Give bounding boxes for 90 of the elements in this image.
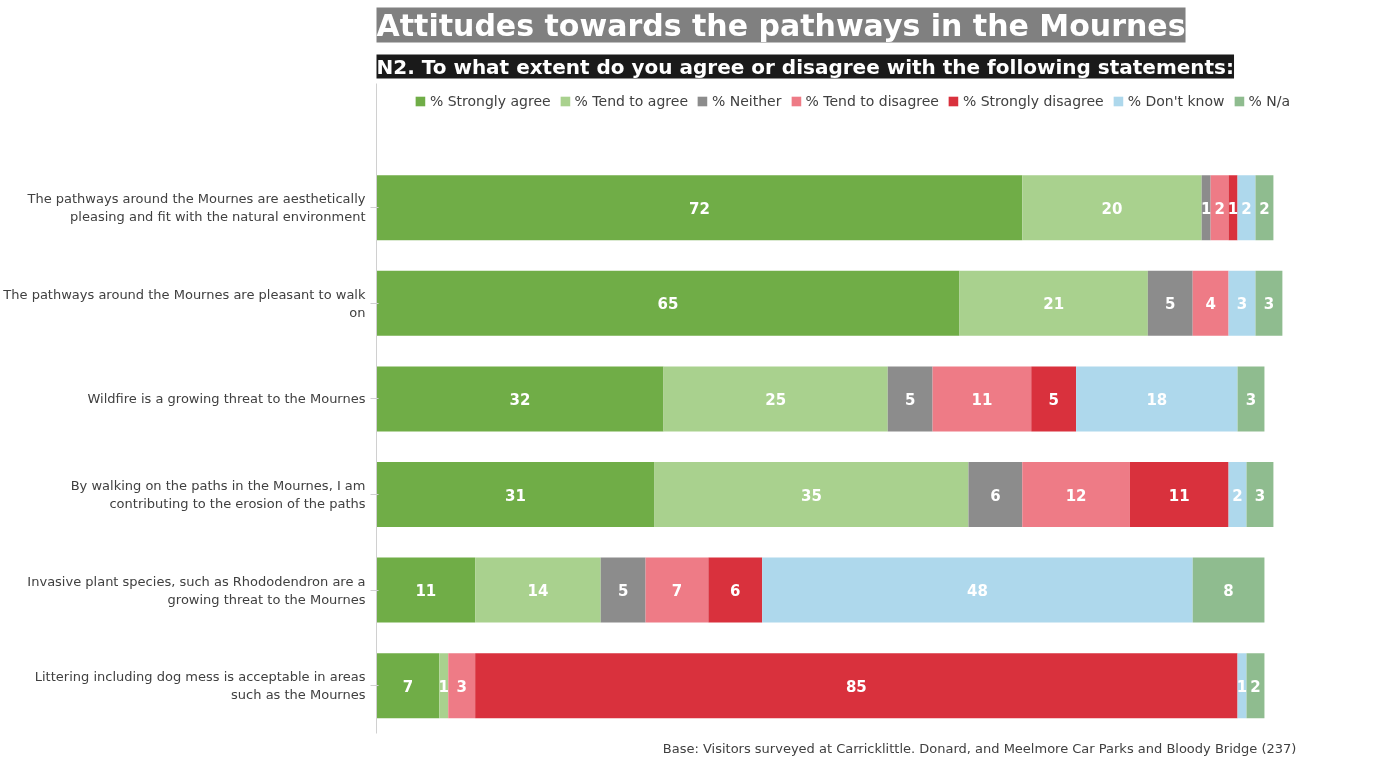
data-label: 7: [402, 677, 414, 696]
bar: [959, 270, 1148, 336]
bar: [376, 175, 1023, 241]
data-label: 72: [688, 199, 710, 218]
bar: [1022, 175, 1202, 241]
bar: [654, 462, 969, 528]
bar: [1255, 175, 1274, 241]
legend-label: % Strongly disagree: [962, 93, 1104, 109]
data-label: 35: [801, 486, 822, 505]
data-label: 3: [1245, 390, 1257, 409]
data-label: 2: [1241, 199, 1252, 218]
bar: [1210, 175, 1229, 241]
y-tick-label: By walking on the paths in the Mournes, I am contributing to the erosion of the paths: [70, 478, 366, 512]
data-label: 2: [1232, 486, 1243, 505]
bar: [439, 653, 449, 719]
bar: [887, 366, 933, 432]
bar: [600, 557, 646, 623]
bar: [1022, 462, 1130, 528]
bar: [1237, 366, 1265, 432]
data-label: 11: [1168, 486, 1190, 505]
data-label: 18: [1146, 390, 1168, 409]
y-tick-label: Wildfire is a growing threat to the Mournes: [87, 391, 366, 407]
y-tick-label: The pathways around the Mournes are pleasant to walk on: [2, 286, 366, 320]
legend-label: % Don't know: [1127, 93, 1225, 109]
data-label: 48: [966, 582, 988, 601]
data-label: 2: [1259, 199, 1270, 218]
bar: [376, 557, 476, 623]
data-label: 32: [509, 390, 531, 409]
bar: [376, 366, 664, 432]
bar: [663, 366, 888, 432]
data-label: 11: [971, 390, 993, 409]
legend-label: % Tend to agree: [574, 93, 689, 109]
bar: [475, 557, 601, 623]
bar: [1192, 270, 1229, 336]
bar: [762, 557, 1193, 623]
bar: [376, 462, 655, 528]
legend-label: % Tend to disagree: [805, 93, 939, 109]
bar: [1129, 462, 1229, 528]
bar: [376, 653, 440, 719]
bar: [932, 366, 1032, 432]
data-label: 5: [1048, 390, 1059, 409]
bar: [1246, 462, 1274, 528]
data-label: 6: [730, 582, 741, 601]
data-label: 2: [1250, 677, 1261, 696]
data-label: 8: [1223, 582, 1234, 601]
data-label: 5: [1165, 295, 1176, 314]
legend-label: % Neither: [712, 93, 782, 109]
bar: [448, 653, 476, 719]
bar: [1228, 270, 1256, 336]
data-label: 6: [990, 486, 1001, 505]
bar: [1237, 653, 1247, 719]
data-label: 14: [527, 582, 549, 601]
data-label: 25: [765, 390, 787, 409]
bar: [1076, 366, 1238, 432]
data-label: 20: [1101, 199, 1123, 218]
data-label: 31: [505, 486, 526, 505]
bar: [1031, 366, 1077, 432]
bar: [1147, 270, 1193, 336]
data-label: 21: [1043, 295, 1065, 314]
legend-label: % N/a: [1248, 93, 1290, 109]
data-label: 5: [617, 582, 629, 601]
chart-subtitle: N2. To what extent do you agree or disagree with the following statements:: [376, 54, 1235, 79]
data-label: 85: [845, 677, 867, 696]
bar: [475, 653, 1238, 719]
bar: [968, 462, 1023, 528]
data-label: 12: [1065, 486, 1087, 505]
y-tick-label: Invasive plant species, such as Rhododendron are a growing threat to the Mournes: [27, 573, 366, 607]
data-label: 4: [1205, 295, 1216, 314]
y-tick-label: Littering including dog mess is acceptable in areas such as the Mournes: [34, 669, 366, 703]
bar: [1228, 462, 1247, 528]
data-label: 65: [657, 295, 679, 314]
data-label: 1: [1236, 677, 1248, 696]
data-label: 3: [1254, 486, 1266, 505]
data-label: 11: [415, 582, 437, 601]
data-label: 3: [456, 677, 467, 696]
bar: [708, 557, 763, 623]
y-tick-label: The pathways around the Mournes are aesthetically pleasing and fit with the natural environment: [26, 191, 366, 225]
legend-label: % Strongly agree: [429, 93, 551, 109]
chart-title: Attitudes towards the pathways in the Mournes: [376, 7, 1186, 43]
data-label: 2: [1214, 199, 1225, 218]
bar: [376, 270, 960, 336]
bar: [1192, 557, 1265, 623]
data-label: 1: [438, 677, 449, 696]
data-label: 5: [904, 390, 916, 409]
text: Base: Visitors surveyed at Carricklittle. Donard, and Meelmore Car Parks and Bloody Bridge (237): [662, 740, 1297, 756]
data-label: 3: [1236, 295, 1248, 314]
data-label: 7: [671, 582, 683, 601]
bar: [1255, 270, 1283, 336]
bar: [645, 557, 709, 623]
data-label: 3: [1263, 295, 1275, 314]
